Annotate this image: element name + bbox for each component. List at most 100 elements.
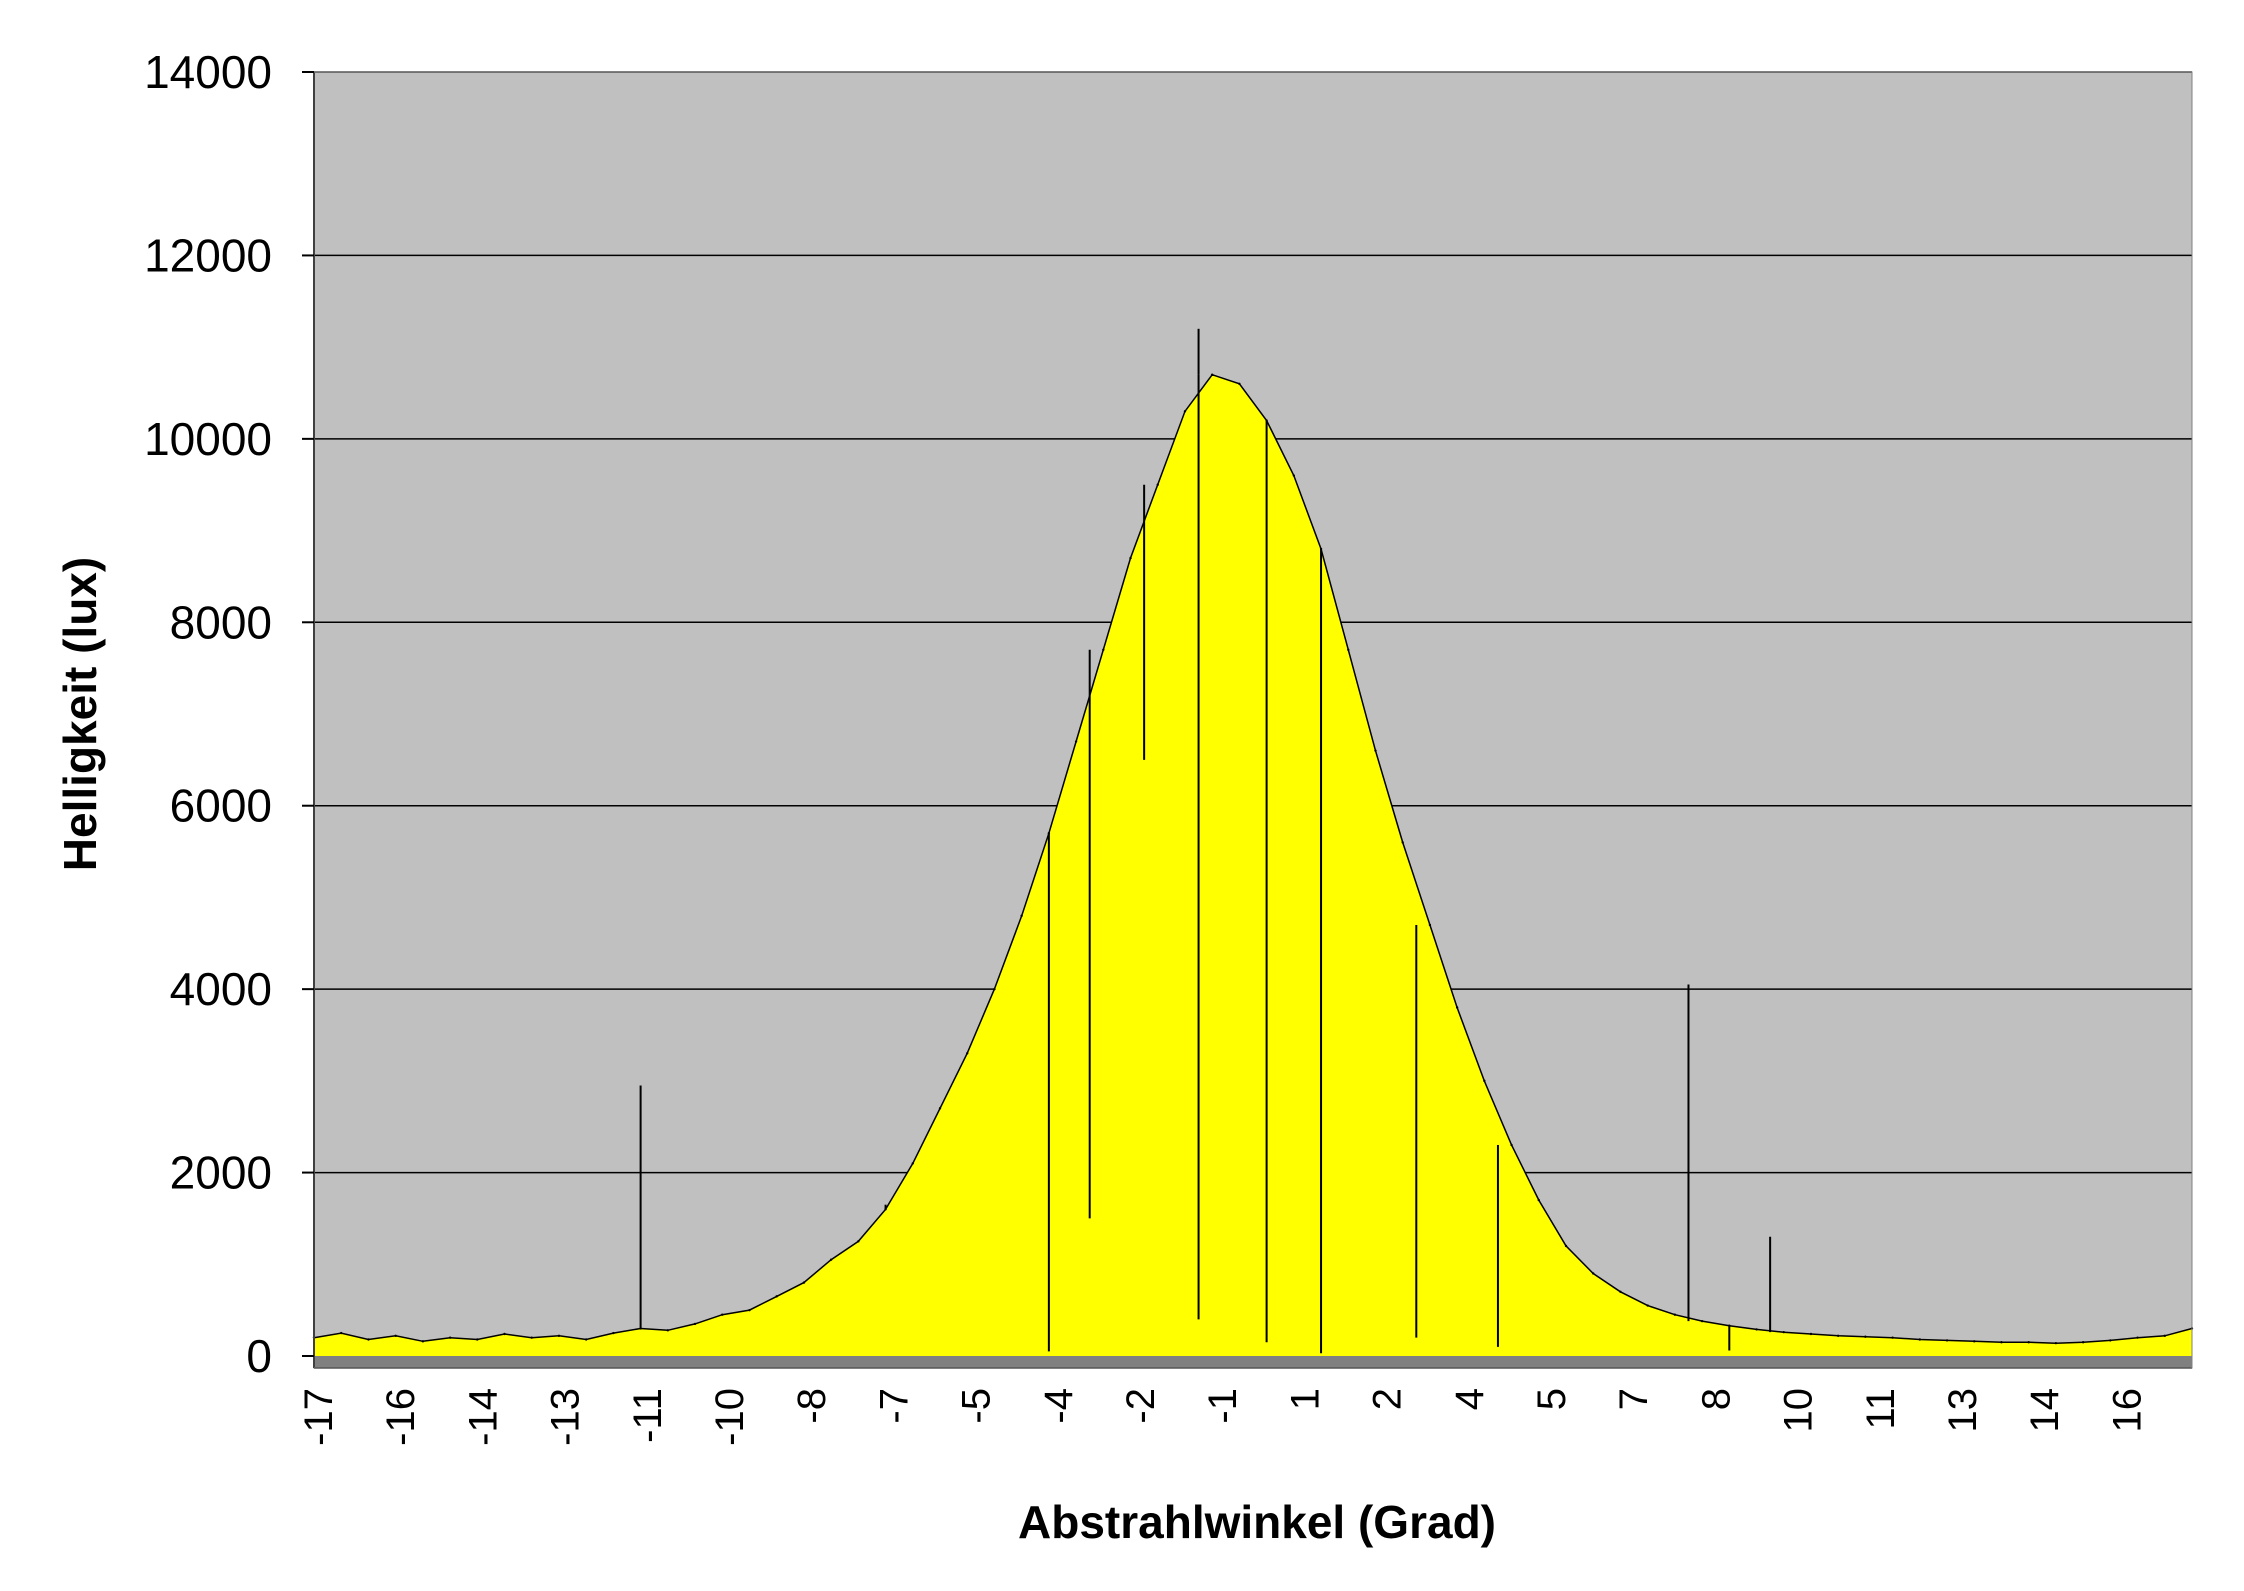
x-tick-label: 4 (1448, 1388, 1492, 1410)
data-point (394, 1334, 397, 1338)
data-point (1782, 1330, 1785, 1334)
x-tick-label: -7 (872, 1388, 916, 1424)
y-tick-label: 14000 (144, 46, 272, 98)
data-point (1700, 1319, 1704, 1323)
data-point (1292, 474, 1296, 477)
y-tick-label: 0 (246, 1330, 272, 1382)
x-tick-label: 7 (1612, 1388, 1656, 1410)
x-tick-label: 1 (1283, 1388, 1327, 1410)
data-point (857, 1240, 860, 1243)
x-tick-labels: -17 -16 -14 -13 -11 -10 -8 -7 -5 -4 -2 -1 1 2 4 5 7 8 10 11… (297, 1388, 2149, 1446)
data-area (312, 328, 2194, 1356)
y-tick-label: 8000 (170, 596, 272, 648)
data-point (829, 1258, 833, 1261)
x-tick-label: 13 (1941, 1388, 1985, 1433)
data-point (1646, 1304, 1649, 1307)
data-point (1864, 1335, 1867, 1338)
data-point (748, 1308, 751, 1312)
x-tick-label: 16 (2105, 1388, 2149, 1433)
x-tick-label: -4 (1037, 1388, 1081, 1424)
data-point (938, 1107, 942, 1110)
y-tick-label: 10000 (144, 413, 272, 465)
data-point (993, 987, 996, 991)
data-point (1102, 648, 1105, 651)
x-tick-label: -14 (461, 1388, 505, 1446)
data-point (2000, 1341, 2003, 1344)
data-point (1129, 556, 1132, 560)
data-point (1074, 740, 1078, 743)
data-point (1183, 410, 1187, 413)
data-point (721, 1313, 724, 1316)
data-point (966, 1052, 969, 1055)
x-axis-title: Abstrahlwinkel (Grad) (1018, 1496, 1496, 1548)
x-tick-label: -10 (708, 1388, 752, 1446)
data-point (1238, 382, 1241, 386)
y-axis-title: Helligkeit (lux) (54, 557, 106, 871)
data-point (1836, 1334, 1840, 1338)
data-point (775, 1295, 778, 1298)
plot-border (313, 71, 2193, 1369)
x-tick-label: -13 (544, 1388, 588, 1446)
x-tick-label: -11 (626, 1388, 670, 1443)
data-point (1564, 1244, 1568, 1248)
data-point (2109, 1339, 2112, 1342)
x-tick-label: 14 (2023, 1388, 2067, 1433)
data-point (1973, 1340, 1976, 1343)
data-point (503, 1332, 506, 1336)
data-point (584, 1338, 588, 1341)
x-tick-label: -17 (297, 1388, 341, 1446)
data-point (1401, 841, 1404, 844)
data-point (2054, 1341, 2058, 1345)
data-point (693, 1322, 697, 1326)
data-point (530, 1336, 533, 1339)
data-point (448, 1336, 452, 1339)
x-tick-label: 5 (1530, 1388, 1574, 1410)
data-point (1020, 914, 1023, 917)
x-tick-label: -16 (379, 1388, 423, 1446)
y-tick-label: 2000 (170, 1147, 272, 1199)
data-point (2081, 1341, 2085, 1344)
data-point (612, 1331, 615, 1335)
data-point (1347, 648, 1350, 651)
series-line (313, 373, 2193, 1344)
x-tick-label: 10 (1777, 1388, 1821, 1433)
y-tick-labels: 0 2000 4000 6000 8000 10000 12000 14000 (144, 46, 272, 1382)
data-point (1918, 1338, 1922, 1341)
x-tick-label: -8 (790, 1388, 834, 1424)
data-point (476, 1338, 479, 1341)
data-point (911, 1162, 914, 1165)
data-point (1537, 1198, 1540, 1202)
data-point (666, 1329, 670, 1332)
area-fill (314, 374, 2192, 1356)
data-point (1809, 1332, 1813, 1336)
x-tick-label: -5 (955, 1388, 999, 1424)
axes (302, 71, 2193, 1369)
data-point (1891, 1336, 1894, 1339)
data-point (1755, 1328, 1758, 1331)
data-point (421, 1340, 425, 1343)
x-tick-label: 8 (1694, 1388, 1738, 1410)
data-point (2163, 1334, 2166, 1338)
y-tick-label: 6000 (170, 780, 272, 832)
data-point (340, 1331, 343, 1335)
x-tick-label: 2 (1366, 1388, 1410, 1410)
data-point (1455, 1006, 1459, 1009)
data-point (367, 1338, 370, 1341)
y-tick-label: 4000 (170, 963, 272, 1015)
data-point (1428, 923, 1432, 927)
data-point (1945, 1339, 1949, 1342)
x-tick-label: -2 (1119, 1388, 1163, 1424)
data-point (1210, 373, 1214, 376)
data-point (802, 1281, 806, 1284)
data-point (2136, 1336, 2139, 1339)
data-point (557, 1334, 561, 1338)
data-point (1483, 1079, 1486, 1083)
data-point (1374, 749, 1377, 752)
floor-band (314, 1356, 2192, 1368)
data-point (1673, 1313, 1677, 1316)
data-point (1592, 1272, 1595, 1275)
data-point (2027, 1341, 2030, 1344)
data-point (1510, 1143, 1513, 1147)
